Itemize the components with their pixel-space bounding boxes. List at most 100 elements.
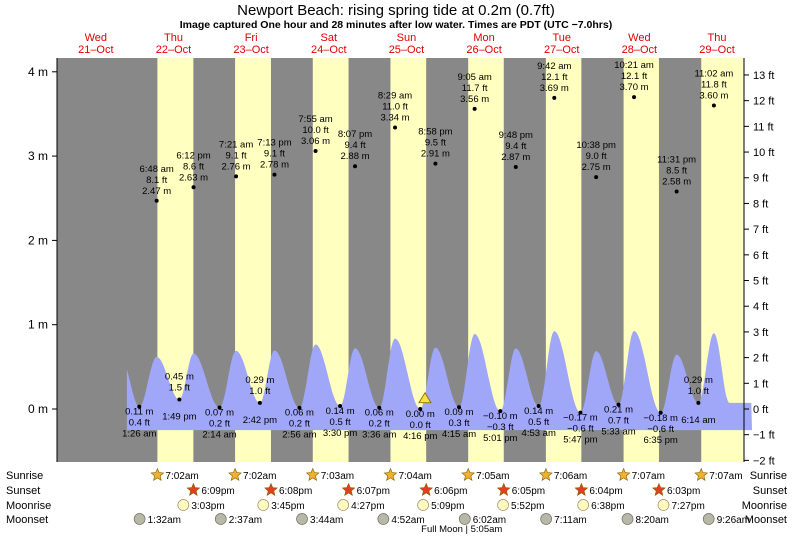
sunset-time: 6:03pm [667,486,700,497]
chart-title: Newport Beach: rising spring tide at 0.2… [237,2,555,19]
low-tide-time: 4:16 pm [403,431,437,442]
moonrise-time: 5:52pm [511,501,544,512]
low-tide-time: 3:30 pm [323,428,357,439]
day-of-week-label: Thu [708,32,727,44]
sunrise-icon [150,467,165,481]
high-tide-point [711,103,716,108]
left-tick-label: 4 m [28,65,48,79]
day-of-week-label: Tue [552,32,571,44]
high-tide-point [472,106,477,111]
moonrise-icon [417,499,429,511]
low-tide-ft: 0.5 ft [528,417,549,428]
date-label: 23–Oct [233,44,268,56]
sunset-icon [652,482,666,496]
high-tide-ft: 8.5 ft [666,166,687,177]
date-label: 21–Oct [78,44,113,56]
high-tide-time: 7:55 am [298,114,332,125]
high-tide-point [393,125,398,130]
high-tide-point [154,198,159,203]
high-tide-m: 3.34 m [381,112,410,123]
high-tide-ft: 9.0 ft [586,151,607,162]
high-tide-ft: 9.1 ft [264,149,285,160]
high-tide-point [191,185,196,190]
high-tide-time: 9:42 am [537,61,571,72]
day-of-week-label: Wed [628,32,650,44]
low-tide-point [137,404,142,409]
high-tide-m: 2.75 m [582,162,611,173]
high-tide-ft: 12.1 ft [541,72,568,83]
high-tide-point [353,164,358,169]
high-tide-time: 7:21 am [219,139,253,150]
sunrise-time: 7:04am [398,471,431,482]
day-labels: Wed21–OctThu22–OctFri23–OctSat24–OctSun2… [78,32,735,56]
moonset-icon [133,513,146,525]
moonrise-icon [577,499,590,511]
row-label-left: Sunset [6,485,40,497]
right-tick-label: 2 ft [753,353,768,365]
high-tide-m: 2.76 m [222,161,251,172]
sunrise-icon [694,467,709,481]
moonset-icon [296,513,308,525]
date-label: 27–Oct [544,44,579,56]
high-tide-time: 11:02 am [694,69,733,80]
low-tide-m: 0.29 m [245,375,274,386]
high-tide-point [674,189,679,194]
low-tide-ft: 0.2 ft [369,419,390,430]
low-tide-m: 0.07 m [205,408,234,419]
low-tide-m: 0.14 m [326,406,355,417]
sunrise-icon [228,467,242,481]
low-tide-time: 3:36 am [362,430,396,441]
low-tide-m: 0.29 m [684,375,713,386]
high-tide-point [234,174,239,179]
low-tide-time: 5:33 am [601,427,635,438]
high-tide-point [433,161,438,166]
sunset-time: 6:04pm [589,486,622,497]
low-tide-ft: −0.6 ft [567,424,594,435]
high-tide-m: 2.87 m [501,152,530,163]
low-tide-time: 4:15 am [442,429,476,440]
date-label: 29–Oct [699,44,734,56]
low-tide-m: 0.06 m [365,408,394,419]
moonset-time: 7:11am [554,515,587,526]
sunset-icon [186,482,201,496]
sunset-time: 6:08pm [279,486,312,497]
low-tide-m: 0.14 m [524,406,553,417]
moonset-time: 4:52am [391,515,424,526]
moonset-icon [621,513,634,525]
low-tide-m: 0.06 m [285,408,314,419]
low-tide-time: 1:49 pm [162,412,196,423]
low-tide-point [377,405,382,410]
chart-subtitle: Image captured One hour and 28 minutes a… [180,19,612,31]
row-label-left: Sunrise [6,470,43,482]
sunrise-icon [461,467,476,481]
date-label: 28–Oct [622,44,657,56]
low-tide-point [536,404,541,409]
high-tide-ft: 9.1 ft [226,150,247,161]
high-tide-point [594,175,599,180]
sunset-time: 6:09pm [201,486,234,497]
low-tide-point [297,405,302,410]
sun-moon-table: Sunrise Sunrise Sunset Sunset Moonrise Moonri… [6,467,787,535]
high-tide-ft: 8.6 ft [183,161,204,172]
row-label-right: Sunrise [750,470,787,482]
low-tide-point [217,405,222,410]
right-tick-label: 13 ft [753,70,774,82]
date-label: 24–Oct [311,44,346,56]
low-tide-ft: 1.5 ft [169,383,190,394]
low-tide-time: 6:35 pm [644,435,678,446]
sunset-time: 6:07pm [357,486,390,497]
row-label-right: Moonrise [742,500,787,512]
left-tick-label: 3 m [28,149,48,163]
moonrise-time: 5:09pm [431,501,464,512]
high-tide-ft: 11.0 ft [382,101,408,112]
high-tide-m: 2.58 m [662,177,691,188]
moonset-time: 2:37am [229,515,262,526]
low-tide-ft: 1.0 ft [249,386,270,397]
moonrise-icon [177,499,190,511]
sunrise-time: 7:06am [554,471,587,482]
high-tide-point [632,95,637,100]
low-tide-point [177,397,182,402]
high-tide-time: 8:07 pm [338,129,372,140]
left-tick-label: 1 m [28,318,48,332]
